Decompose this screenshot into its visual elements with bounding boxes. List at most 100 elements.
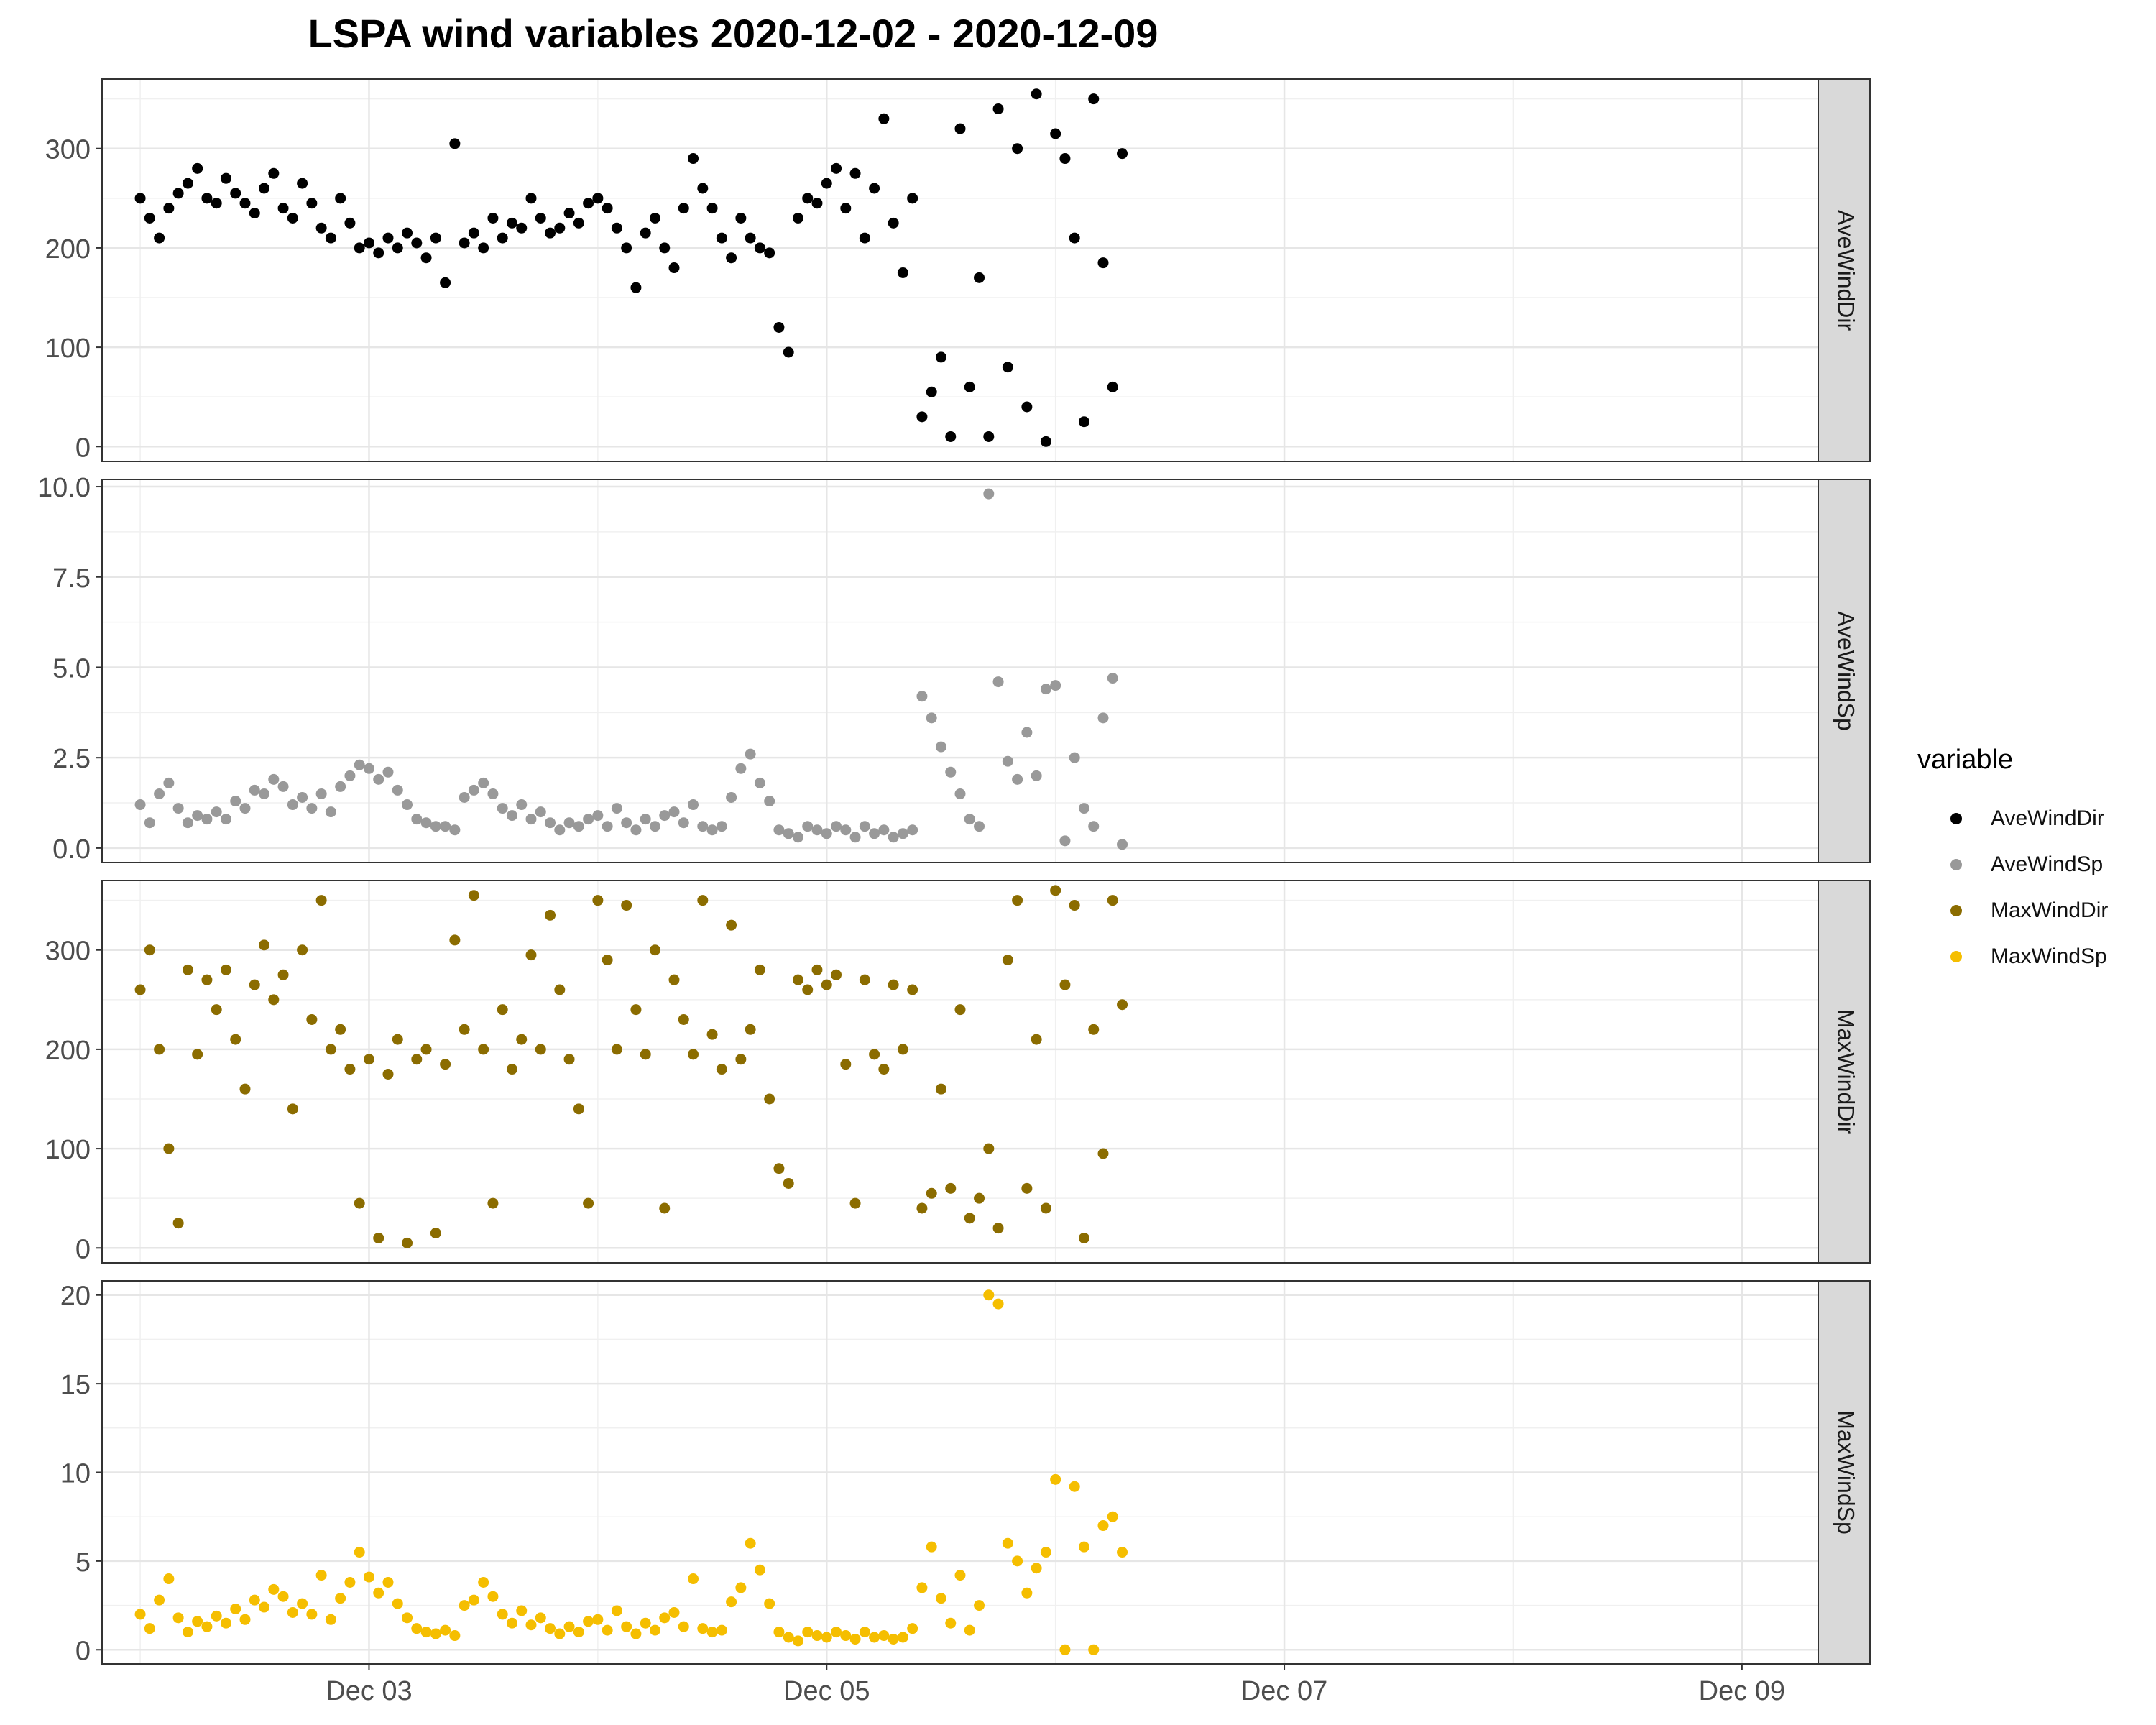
data-point-avewindsp (716, 821, 727, 832)
data-point-avewindsp (144, 817, 155, 829)
data-point-avewindsp (335, 781, 346, 792)
legend-label: MaxWindSp (1991, 944, 2107, 968)
data-point-maxwinddir (697, 895, 709, 906)
data-point-maxwinddir (535, 1044, 546, 1055)
data-point-avewindsp (630, 824, 642, 836)
y-tick-label: 200 (45, 234, 91, 264)
data-point-avewindsp (306, 803, 318, 814)
facet-strip (1818, 479, 1871, 863)
data-point-avewinddir (621, 242, 632, 254)
data-point-avewindsp (592, 810, 604, 822)
data-point-maxwinddir (888, 979, 899, 990)
data-point-avewindsp (764, 796, 775, 807)
data-point-maxwindsp (259, 1601, 270, 1613)
data-point-avewindsp (230, 796, 241, 807)
data-point-maxwinddir (926, 1187, 937, 1199)
data-point-maxwinddir (659, 1202, 671, 1214)
data-point-maxwinddir (811, 964, 823, 975)
data-point-avewindsp (535, 806, 546, 818)
data-point-maxwinddir (992, 1223, 1004, 1234)
data-point-avewindsp (840, 824, 852, 836)
data-point-maxwindsp (897, 1632, 908, 1643)
data-point-avewinddir (382, 232, 394, 244)
data-point-maxwinddir (287, 1103, 298, 1115)
data-point-avewinddir (821, 178, 832, 189)
data-point-avewinddir (277, 203, 289, 214)
data-point-maxwindsp (478, 1576, 489, 1588)
data-point-maxwindsp (1031, 1563, 1042, 1574)
data-point-avewindsp (163, 777, 175, 788)
data-point-maxwindsp (545, 1623, 556, 1634)
legend-key (1950, 813, 1962, 824)
data-point-avewindsp (964, 814, 975, 825)
y-tick-label: 0 (75, 433, 91, 463)
data-point-avewinddir (525, 193, 537, 204)
data-point-avewindsp (583, 814, 594, 825)
data-point-maxwindsp (325, 1614, 336, 1625)
data-point-avewinddir (373, 247, 384, 259)
data-point-maxwindsp (1021, 1587, 1033, 1598)
data-point-avewindsp (735, 763, 747, 774)
data-point-maxwinddir (754, 964, 765, 975)
data-point-maxwindsp (1059, 1644, 1071, 1655)
data-point-maxwinddir (716, 1064, 727, 1075)
data-point-maxwindsp (831, 1627, 842, 1638)
data-point-avewinddir (630, 282, 642, 293)
data-point-avewindsp (1050, 680, 1061, 691)
data-point-avewinddir (201, 193, 213, 204)
y-tick-label: 300 (45, 937, 91, 967)
data-point-maxwinddir (478, 1044, 489, 1055)
data-point-avewindsp (754, 777, 765, 788)
data-point-avewinddir (1078, 416, 1089, 428)
data-point-avewindsp (706, 824, 718, 836)
data-point-avewinddir (592, 193, 604, 204)
data-point-maxwinddir (573, 1103, 584, 1115)
data-point-maxwindsp (344, 1576, 356, 1588)
data-point-avewindsp (468, 784, 479, 796)
data-point-avewindsp (487, 788, 499, 799)
data-point-maxwinddir (735, 1054, 747, 1065)
data-point-avewindsp (849, 832, 861, 843)
data-point-avewindsp (478, 777, 489, 788)
data-point-maxwinddir (602, 954, 613, 966)
data-point-maxwinddir (392, 1034, 403, 1045)
data-point-avewinddir (974, 272, 985, 283)
data-point-avewindsp (573, 821, 584, 832)
data-point-avewinddir (220, 172, 231, 184)
data-point-avewinddir (735, 212, 747, 224)
data-point-maxwinddir (897, 1044, 908, 1055)
data-point-avewindsp (831, 821, 842, 832)
legend-label: MaxWindDir (1991, 898, 2109, 922)
data-point-maxwindsp (1050, 1473, 1061, 1485)
data-point-maxwinddir (1088, 1024, 1100, 1035)
y-tick-label: 0.0 (52, 834, 91, 865)
data-point-avewindsp (792, 832, 803, 843)
data-point-avewindsp (1040, 684, 1051, 695)
data-point-maxwindsp (583, 1616, 594, 1627)
legend-key (1950, 951, 1962, 962)
data-point-maxwinddir (192, 1049, 203, 1060)
data-point-avewindsp (1069, 752, 1080, 763)
data-point-maxwinddir (773, 1163, 785, 1174)
data-point-avewindsp (859, 821, 870, 832)
data-point-maxwindsp (697, 1623, 709, 1634)
data-point-maxwinddir (706, 1029, 718, 1040)
data-point-maxwindsp (726, 1596, 737, 1608)
data-point-maxwinddir (249, 979, 260, 990)
data-point-avewinddir (964, 381, 975, 392)
data-point-avewindsp (907, 824, 918, 836)
data-point-maxwinddir (1012, 895, 1023, 906)
data-point-maxwindsp (792, 1635, 803, 1647)
data-point-maxwindsp (201, 1621, 213, 1632)
data-point-avewinddir (239, 198, 251, 209)
data-point-avewindsp (668, 806, 680, 818)
data-point-avewinddir (287, 212, 298, 224)
data-point-maxwindsp (907, 1623, 918, 1634)
data-point-avewinddir (182, 178, 193, 189)
data-point-maxwindsp (430, 1628, 441, 1639)
data-point-avewindsp (516, 799, 528, 811)
data-point-avewindsp (1031, 770, 1042, 781)
data-point-avewindsp (506, 810, 517, 822)
data-point-maxwinddir (1107, 895, 1118, 906)
